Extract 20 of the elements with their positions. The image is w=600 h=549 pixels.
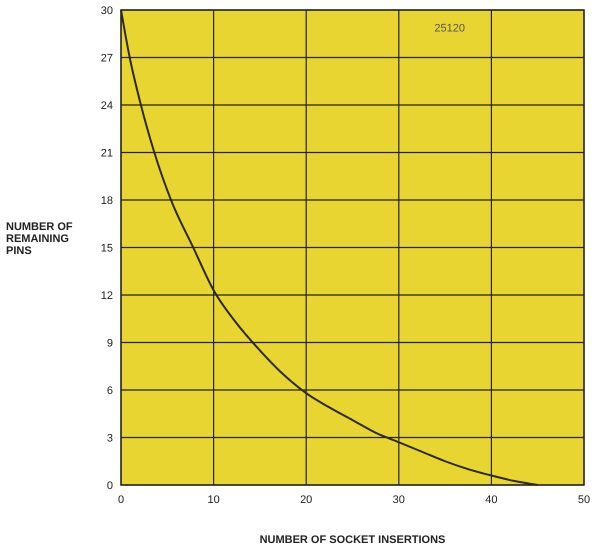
y-tick-label: 9 — [106, 338, 113, 350]
y-tick-label: 12 — [100, 290, 113, 302]
annotation: 25120 — [434, 22, 466, 34]
x-tick-label: 10 — [207, 494, 220, 506]
x-tick-label: 40 — [485, 494, 498, 506]
x-axis-title: NUMBER OF SOCKET INSERTIONS — [260, 534, 446, 546]
y-tick-label: 18 — [100, 195, 113, 207]
x-tick-label: 50 — [578, 494, 590, 506]
y-tick-label: 21 — [100, 148, 113, 160]
y-tick-label: 3 — [106, 432, 113, 444]
y-tick-label: 27 — [100, 52, 113, 64]
y-tick-label: 15 — [100, 242, 113, 254]
x-tick-label: 20 — [300, 494, 312, 506]
y-tick-label: 30 — [100, 5, 113, 17]
y-tick-label: 0 — [106, 480, 113, 492]
y-axis-title: NUMBER OF REMAINING PINS — [6, 221, 73, 257]
x-tick-label: 30 — [392, 494, 405, 506]
y-tick-label: 6 — [106, 385, 113, 397]
x-tick-label: 0 — [118, 494, 124, 506]
y-tick-label: 24 — [100, 100, 113, 112]
